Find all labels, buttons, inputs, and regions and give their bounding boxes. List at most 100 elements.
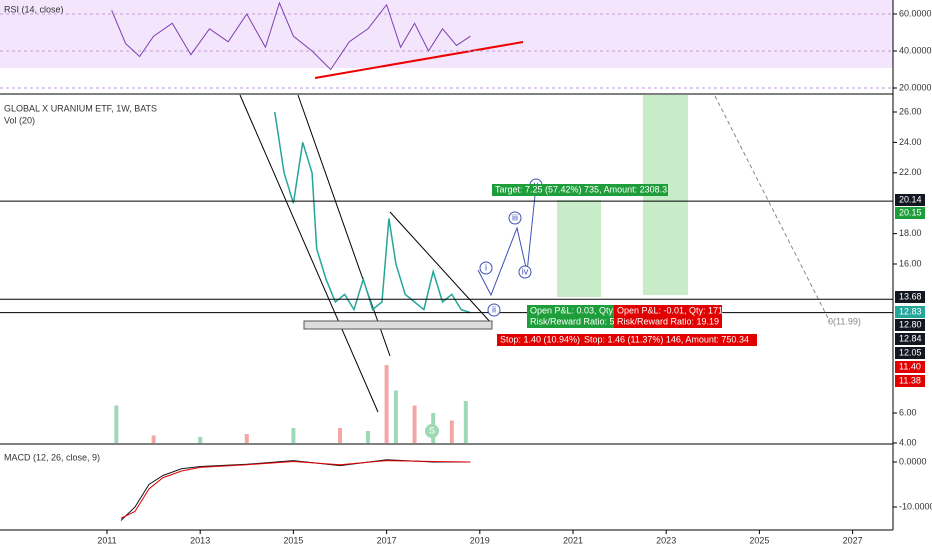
volume-bar: [244, 434, 249, 443]
x-tick-label: 2011: [97, 535, 116, 545]
projection-line: [714, 95, 831, 323]
price-tag: 12.80: [895, 319, 925, 331]
order-box: [492, 184, 668, 196]
volume-bar: [365, 431, 370, 443]
price-line: [274, 111, 471, 314]
price-tag-label: 11.38: [899, 375, 921, 385]
price-tag-label: 12.80: [899, 319, 922, 329]
price-tag: 20.14: [895, 194, 925, 206]
wave-label: iv: [522, 266, 529, 276]
volume-bar: [291, 428, 296, 443]
wave-label: i: [485, 262, 487, 272]
order-box: [527, 305, 615, 317]
order-box: [527, 316, 615, 328]
price-tag-box: [895, 375, 925, 387]
y-tick-label: 0.0000: [899, 456, 927, 466]
price-tag-label: 12.83: [899, 306, 922, 316]
price-tag-box: [895, 207, 925, 219]
y-tick-label: 22.00: [899, 167, 922, 177]
volume-bar: [449, 420, 454, 443]
wave-label: ii: [492, 304, 496, 314]
x-tick-label: 2027: [843, 535, 863, 545]
volume-bar: [393, 390, 398, 443]
wave-circle: [487, 303, 501, 317]
volume-bar: [198, 437, 203, 443]
price-tag: 11.38: [895, 375, 925, 387]
price-tag-label: 11.40: [899, 361, 921, 371]
y-tick-label: 24.00: [899, 137, 922, 147]
price-tag: 20.15: [895, 207, 925, 219]
price-tag: 13.68: [895, 291, 925, 303]
macd-line: [120, 459, 471, 521]
price-tag: 12.83: [895, 306, 925, 318]
order-label: Open P&L: 0.03, Qty:: [530, 305, 616, 315]
y-tick-label: -10.0000: [899, 501, 932, 511]
wave-circle: [479, 261, 493, 275]
price-tag-label: 13.68: [899, 291, 922, 301]
rsi-line: [111, 1, 471, 71]
price-tag-box: [895, 306, 925, 318]
price-tag-label: 20.15: [899, 207, 922, 217]
price-tag: 11.40: [895, 361, 925, 373]
order-label: Open P&L: -0.01, Qty: 171: [617, 305, 723, 315]
wave-circle: [508, 211, 522, 225]
volume-bar: [338, 428, 342, 443]
x-tick-label: 2017: [377, 535, 397, 545]
price-tag-box: [895, 291, 925, 303]
order-box: [581, 334, 757, 346]
order-label: Risk/Reward Ratio: 5: [530, 316, 615, 326]
volume-bar: [151, 435, 156, 443]
volume-bar: [412, 405, 417, 443]
x-tick-label: 2025: [749, 535, 769, 545]
wave-label: iii: [512, 212, 518, 222]
price-tag-box: [895, 333, 925, 345]
price-tag: 12.84: [895, 333, 925, 345]
trend-line: [389, 211, 493, 325]
signal-marker-label: S: [429, 425, 435, 435]
y-tick-label: 26.00: [899, 106, 922, 116]
price-tag-box: [895, 347, 925, 359]
price-tag-label: 20.14: [899, 194, 922, 204]
volume-bar: [463, 401, 468, 443]
order-label: Stop: 1.40 (10.94%): [500, 334, 580, 344]
trend-line: [297, 94, 391, 357]
order-box: [614, 305, 722, 317]
x-tick-label: 2015: [283, 535, 303, 545]
y-tick-label: 18.00: [899, 228, 922, 238]
price-tag-box: [895, 194, 925, 206]
volume-bar: [114, 405, 119, 443]
price-tag-label: 12.84: [899, 333, 922, 343]
price-tag-label: 12.05: [899, 347, 922, 357]
order-label: Risk/Reward Ratio: 19.19: [617, 316, 719, 326]
order-label: Target: 7.25 (57.42%) 735, Amount: 2308.…: [495, 184, 667, 194]
wave-path: [477, 185, 537, 297]
price-tag: 12.05: [895, 347, 925, 359]
y-tick-label: 20.0000: [899, 82, 932, 92]
price-tag-box: [895, 319, 925, 331]
volume-bar: [384, 365, 389, 443]
x-tick-label: 2021: [563, 535, 583, 545]
rsi-trend-arrow: [314, 41, 524, 79]
y-tick-label: 4.00: [899, 437, 917, 447]
order-box: [497, 334, 581, 346]
support-box: [303, 320, 493, 330]
x-tick-label: 2013: [190, 535, 210, 545]
order-label: Stop: 1.46 (11.37%) 146, Amount: 750.34: [584, 334, 749, 344]
macd-title: MACD (12, 26, close, 9): [4, 452, 100, 462]
y-tick-label: 16.00: [899, 258, 922, 268]
rsi-title: RSI (14, close): [4, 4, 64, 14]
signal-marker: [425, 424, 439, 438]
trend-line: [239, 94, 379, 413]
x-tick-label: 2023: [656, 535, 676, 545]
y-tick-label: 60.0000: [899, 8, 932, 18]
macd-line: [120, 460, 471, 519]
y-tick-label: 40.0000: [899, 45, 932, 55]
x-tick-label: 2019: [470, 535, 490, 545]
main-title: GLOBAL X URANIUM ETF, 1W, BATS: [4, 103, 157, 113]
target-zone: [557, 200, 601, 297]
order-box: [614, 316, 722, 328]
wave-circle: [518, 265, 532, 279]
y-tick-label: 6.00: [899, 407, 917, 417]
volume-title: Vol (20): [4, 115, 35, 125]
